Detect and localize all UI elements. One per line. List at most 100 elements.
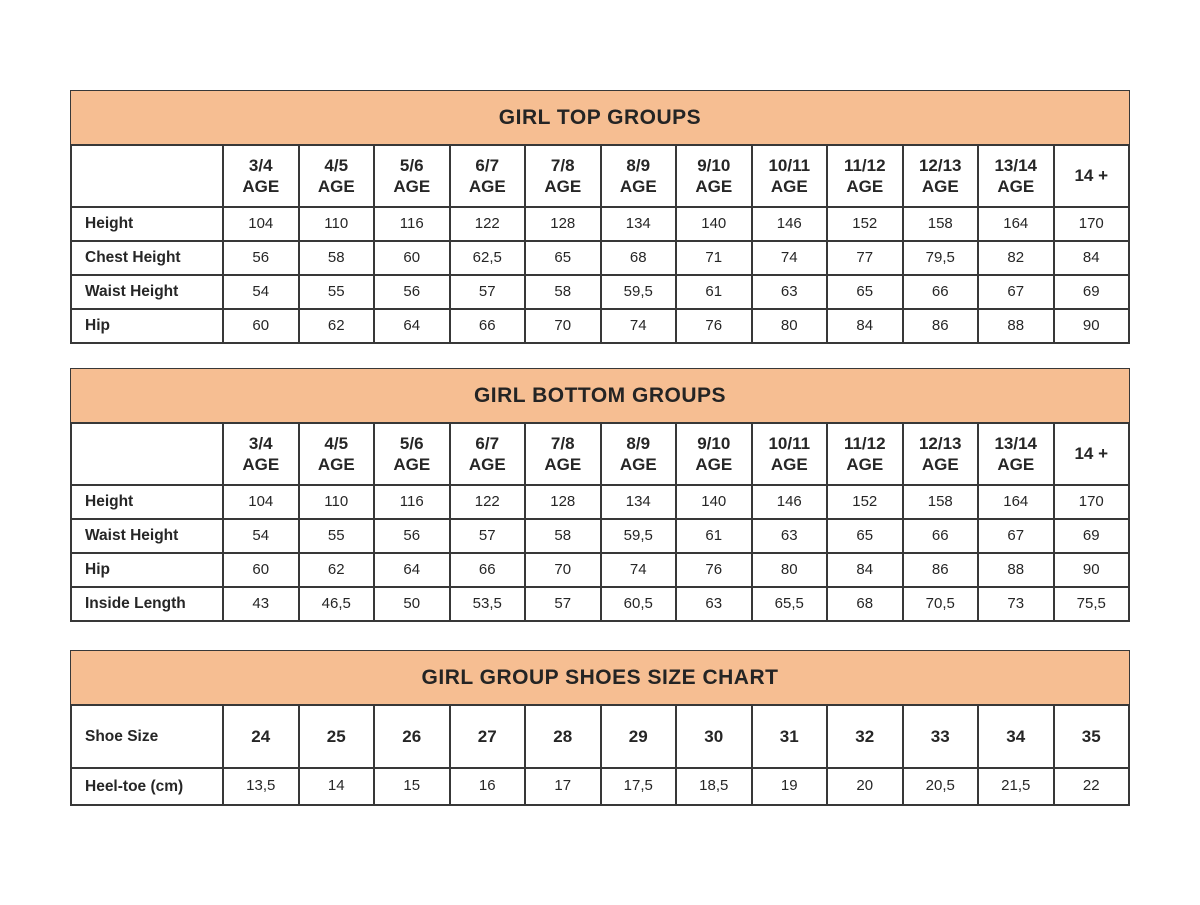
value-cell: 90 <box>1053 309 1129 343</box>
value-cell: 69 <box>1053 519 1129 553</box>
column-header-cell: 12/13 AGE <box>902 423 978 485</box>
value-cell: 53,5 <box>449 587 525 621</box>
value-cell: 64 <box>374 309 450 343</box>
value-cell: 54 <box>223 275 299 309</box>
column-header-cell: 13/14 AGE <box>978 423 1054 485</box>
column-header-cell: 9/10 AGE <box>676 423 752 485</box>
row-label: Heel-toe (cm) <box>71 768 223 805</box>
value-cell: 146 <box>751 207 827 241</box>
table-title: GIRL BOTTOM GROUPS <box>71 369 1129 423</box>
header-row-label <box>71 145 223 207</box>
row-label: Hip <box>71 553 223 587</box>
value-cell: 86 <box>902 553 978 587</box>
column-header-cell: 7/8 AGE <box>525 423 601 485</box>
value-cell: 50 <box>374 587 450 621</box>
value-cell: 60 <box>223 553 299 587</box>
value-cell: 54 <box>223 519 299 553</box>
value-cell: 116 <box>374 207 450 241</box>
column-header-cell: 29 <box>600 705 676 768</box>
value-cell: 43 <box>223 587 299 621</box>
value-cell: 65 <box>525 241 601 275</box>
value-cell: 58 <box>298 241 374 275</box>
table-row: 3/4 AGE 4/5 AGE 5/6 AGE 6/7 AGE 7/8 AGE 8/9 A… <box>71 145 1129 207</box>
column-header-cell: 30 <box>676 705 752 768</box>
value-cell: 122 <box>449 485 525 519</box>
value-cell: 74 <box>751 241 827 275</box>
table-grid: Shoe Size 24 25 26 27 28 29 30 31 32 33 34 35 Heel-to… <box>71 705 1129 805</box>
value-cell: 63 <box>676 587 752 621</box>
value-cell: 104 <box>223 207 299 241</box>
value-cell: 140 <box>676 207 752 241</box>
column-header-cell: 35 <box>1053 705 1129 768</box>
value-cell: 73 <box>978 587 1054 621</box>
value-cell: 110 <box>298 207 374 241</box>
value-cell: 17 <box>525 768 601 805</box>
value-cell: 70 <box>525 553 601 587</box>
value-cell: 64 <box>374 553 450 587</box>
column-header-cell: 33 <box>902 705 978 768</box>
row-label: Height <box>71 485 223 519</box>
column-header-cell: 13/14 AGE <box>978 145 1054 207</box>
value-cell: 122 <box>449 207 525 241</box>
value-cell: 56 <box>374 275 450 309</box>
column-header-cell: 24 <box>223 705 299 768</box>
column-header-cell: 4/5 AGE <box>298 145 374 207</box>
column-header-cell: 26 <box>374 705 450 768</box>
value-cell: 57 <box>449 519 525 553</box>
value-cell: 67 <box>978 519 1054 553</box>
value-cell: 58 <box>525 519 601 553</box>
value-cell: 74 <box>600 553 676 587</box>
column-header-cell: 12/13 AGE <box>902 145 978 207</box>
value-cell: 134 <box>600 207 676 241</box>
column-header-cell: 8/9 AGE <box>600 145 676 207</box>
table-grid: 3/4 AGE 4/5 AGE 5/6 AGE 6/7 AGE 7/8 AGE 8/9 A… <box>71 145 1129 343</box>
value-cell: 15 <box>374 768 450 805</box>
value-cell: 152 <box>827 485 903 519</box>
table-title: GIRL TOP GROUPS <box>71 91 1129 145</box>
row-label: Height <box>71 207 223 241</box>
value-cell: 20,5 <box>902 768 978 805</box>
value-cell: 110 <box>298 485 374 519</box>
value-cell: 82 <box>978 241 1054 275</box>
value-cell: 62 <box>298 553 374 587</box>
value-cell: 140 <box>676 485 752 519</box>
value-cell: 60,5 <box>600 587 676 621</box>
table-row: Shoe Size 24 25 26 27 28 29 30 31 32 33 34 35 <box>71 705 1129 768</box>
value-cell: 84 <box>827 553 903 587</box>
column-header-cell: 10/11 AGE <box>751 145 827 207</box>
value-cell: 68 <box>600 241 676 275</box>
value-cell: 56 <box>374 519 450 553</box>
value-cell: 63 <box>751 519 827 553</box>
value-cell: 76 <box>676 309 752 343</box>
value-cell: 128 <box>525 485 601 519</box>
column-header-cell: 3/4 AGE <box>223 423 299 485</box>
value-cell: 158 <box>902 207 978 241</box>
value-cell: 164 <box>978 207 1054 241</box>
column-header-cell: 6/7 AGE <box>449 423 525 485</box>
value-cell: 57 <box>449 275 525 309</box>
value-cell: 55 <box>298 519 374 553</box>
table-title: GIRL GROUP SHOES SIZE CHART <box>71 651 1129 705</box>
table-row: Hip 60 62 64 66 70 74 76 80 84 86 88 90 <box>71 553 1129 587</box>
value-cell: 77 <box>827 241 903 275</box>
value-cell: 55 <box>298 275 374 309</box>
value-cell: 66 <box>449 553 525 587</box>
table-row: Height 104 110 116 122 128 134 140 146 152 158 164 1… <box>71 207 1129 241</box>
value-cell: 46,5 <box>298 587 374 621</box>
column-header-cell: 14 + <box>1053 145 1129 207</box>
girl-shoes-size-chart-table: GIRL GROUP SHOES SIZE CHART Shoe Size 24 2… <box>70 650 1130 806</box>
girl-top-groups-table: GIRL TOP GROUPS 3/4 AGE 4/5 AGE 5/6 AGE 6/7… <box>70 90 1130 344</box>
column-header-cell: 14 + <box>1053 423 1129 485</box>
table-row: Inside Length 43 46,5 50 53,5 57 60,5 63 65,5 68 7… <box>71 587 1129 621</box>
value-cell: 21,5 <box>978 768 1054 805</box>
value-cell: 66 <box>902 275 978 309</box>
value-cell: 86 <box>902 309 978 343</box>
value-cell: 67 <box>978 275 1054 309</box>
value-cell: 60 <box>223 309 299 343</box>
value-cell: 56 <box>223 241 299 275</box>
value-cell: 59,5 <box>600 275 676 309</box>
row-label: Waist Height <box>71 275 223 309</box>
value-cell: 84 <box>827 309 903 343</box>
value-cell: 62,5 <box>449 241 525 275</box>
row-label: Hip <box>71 309 223 343</box>
